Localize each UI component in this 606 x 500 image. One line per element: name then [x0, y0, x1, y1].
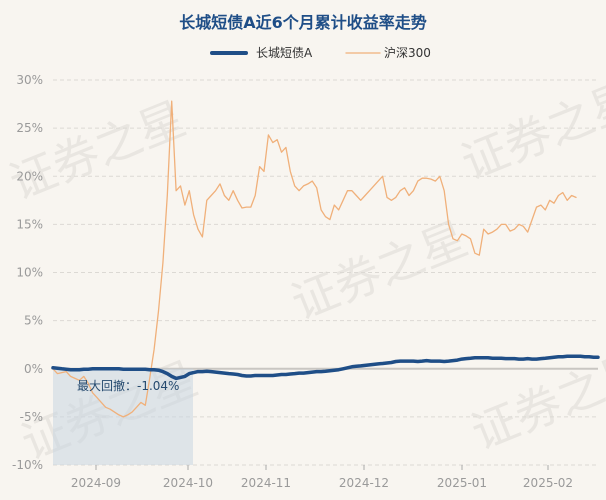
watermark-text: 证券之星 [284, 211, 475, 330]
x-tick-label: 2024-12 [339, 476, 389, 490]
chart-title: 长城短债A近6个月累计收益率走势 [179, 13, 427, 32]
y-axis: 30% 25% 20% 15% 10% 5% 0% -5% -10% [12, 73, 43, 472]
legend-label: 沪深300 [384, 46, 431, 60]
y-tick-label: -10% [12, 458, 43, 472]
x-axis: 2024-09 2024-10 2024-11 2024-12 2025-01 2025-… [71, 465, 573, 490]
y-tick-label: 0% [24, 362, 43, 376]
x-tick-label: 2024-10 [163, 476, 213, 490]
y-tick-label: 5% [24, 314, 43, 328]
y-tick-label: 15% [16, 217, 43, 231]
watermark-text: 证券之星 [454, 71, 606, 190]
watermark-text: 证券之星 [2, 91, 193, 210]
y-tick-label: 10% [16, 266, 43, 280]
series-line-fund [51, 354, 600, 381]
legend: 长城短债A 沪深300 [210, 46, 431, 60]
x-tick-label: 2025-01 [437, 476, 487, 490]
y-tick-label: 30% [16, 73, 43, 87]
series-line-index [52, 100, 577, 418]
max-drawdown-label: 最大回撤：-1.04% [77, 378, 179, 393]
x-tick-label: 2024-11 [241, 476, 291, 490]
y-tick-label: 20% [16, 169, 43, 183]
x-tick-label: 2024-09 [71, 476, 121, 490]
y-tick-label: 25% [16, 121, 43, 135]
series-layer [51, 100, 600, 418]
y-tick-label: -5% [20, 410, 43, 424]
legend-label: 长城短债A [256, 46, 313, 60]
x-tick-label: 2025-02 [523, 476, 573, 490]
